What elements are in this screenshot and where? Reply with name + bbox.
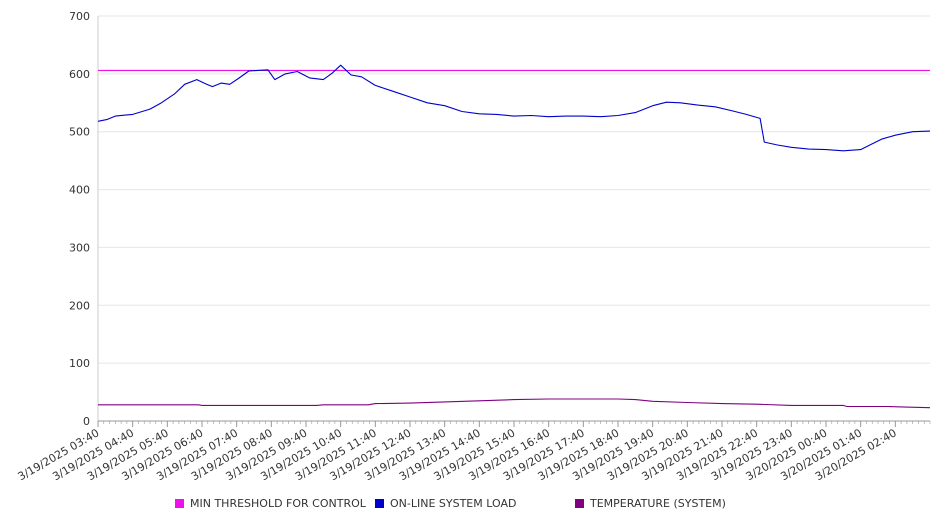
y-tick-label: 700 [69, 10, 90, 23]
legend-label-temperature-system: TEMPERATURE (SYSTEM) [590, 497, 726, 510]
legend-item-online-system-load[interactable]: ON-LINE SYSTEM LOAD [375, 497, 516, 510]
y-tick-label: 0 [83, 415, 90, 428]
y-tick-label: 400 [69, 184, 90, 197]
legend-swatch-temperature-system [575, 499, 584, 508]
y-tick-label: 600 [69, 68, 90, 81]
legend-swatch-online-system-load [375, 499, 384, 508]
y-tick-label: 100 [69, 357, 90, 370]
legend-item-min-threshold[interactable]: MIN THRESHOLD FOR CONTROL [175, 497, 366, 510]
x-tick-labels: 3/19/2025 03:403/19/2025 04:403/19/2025 … [16, 426, 899, 483]
series-lines [97, 64, 931, 409]
series-line-temperature-system [98, 398, 931, 409]
legend-label-min-threshold: MIN THRESHOLD FOR CONTROL [190, 497, 366, 510]
axes [97, 16, 931, 427]
grid-lines [98, 15, 930, 364]
legend-item-temperature-system[interactable]: TEMPERATURE (SYSTEM) [575, 497, 726, 510]
series-line-online-system-load [97, 64, 931, 152]
y-tick-label: 500 [69, 126, 90, 139]
y-tick-labels: 0 100 200 300 400 500 600 700 [69, 10, 90, 428]
y-tick-label: 200 [69, 299, 90, 312]
legend: MIN THRESHOLD FOR CONTROL ON-LINE SYSTEM… [170, 497, 940, 515]
legend-swatch-min-threshold [175, 499, 184, 508]
y-tick-label: 300 [69, 241, 90, 254]
legend-label-online-system-load: ON-LINE SYSTEM LOAD [390, 497, 517, 510]
